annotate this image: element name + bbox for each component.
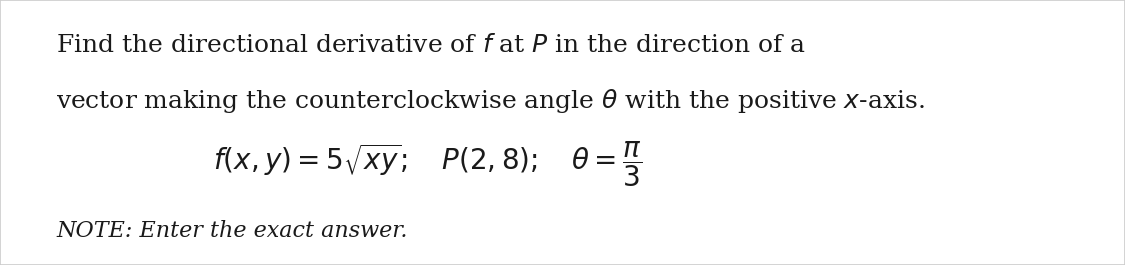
Text: Find the directional derivative of $f$ at $P$ in the direction of a: Find the directional derivative of $f$ a…: [56, 34, 807, 56]
Text: vector making the counterclockwise angle $\theta$ with the positive $x$-axis.: vector making the counterclockwise angle…: [56, 87, 925, 115]
Text: NOTE: Enter the exact answer.: NOTE: Enter the exact answer.: [56, 219, 407, 242]
Text: $f(x, y) = 5\sqrt{xy};\quad P(2,8);\quad \theta = \dfrac{\pi}{3}$: $f(x, y) = 5\sqrt{xy};\quad P(2,8);\quad…: [213, 139, 642, 189]
